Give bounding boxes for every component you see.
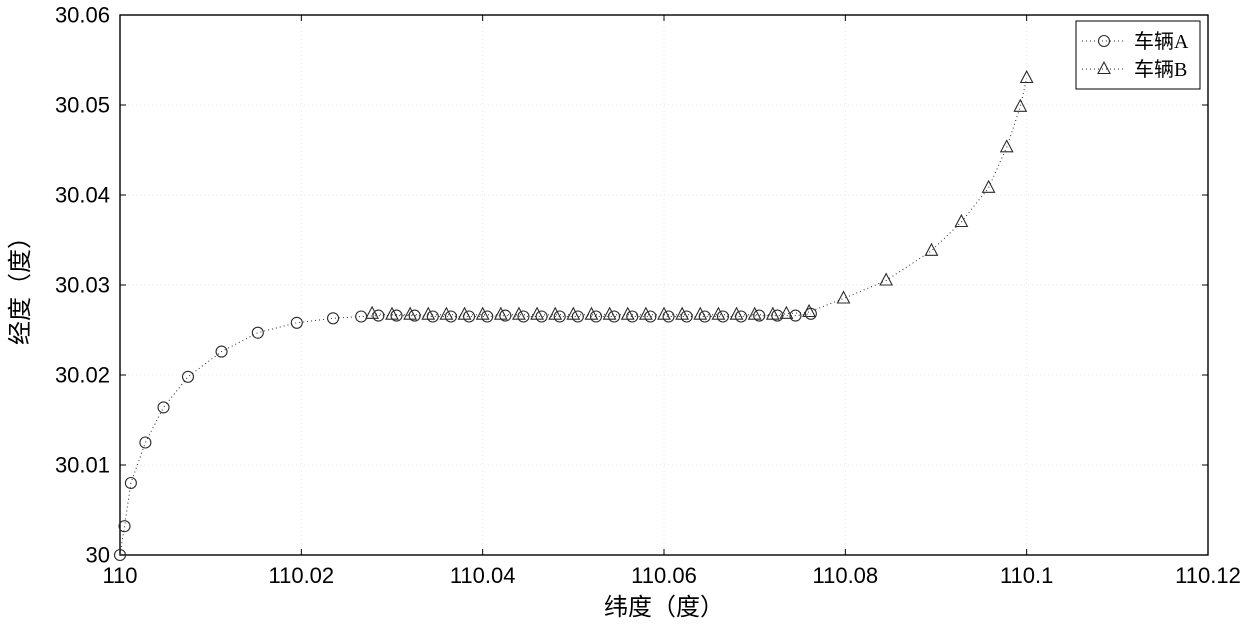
x-tick-label: 110.08: [813, 563, 879, 588]
chart-container: 110110.02110.04110.06110.08110.1110.1230…: [0, 0, 1240, 633]
y-tick-label: 30: [86, 543, 110, 568]
y-tick-label: 30.03: [55, 273, 110, 298]
y-tick-label: 30.04: [55, 183, 110, 208]
x-axis-title: 纬度（度）: [604, 594, 724, 621]
trajectory-chart: 110110.02110.04110.06110.08110.1110.1230…: [0, 0, 1240, 633]
y-tick-label: 30.02: [55, 363, 110, 388]
y-axis-title: 经度（度）: [7, 225, 34, 345]
legend: 车辆A 车辆B: [1076, 21, 1200, 89]
y-tick-label: 30.01: [55, 453, 110, 478]
x-tick-label: 110.04: [450, 563, 516, 588]
x-tick-label: 110.1: [1000, 563, 1053, 588]
x-tick-label: 110.06: [631, 563, 697, 588]
legend-label: 车辆B: [1134, 58, 1187, 81]
legend-label: 车辆A: [1134, 30, 1189, 53]
x-tick-label: 110.12: [1175, 563, 1240, 588]
x-tick-label: 110.02: [269, 563, 335, 588]
y-tick-label: 30.05: [55, 93, 110, 118]
y-tick-label: 30.06: [55, 3, 110, 28]
